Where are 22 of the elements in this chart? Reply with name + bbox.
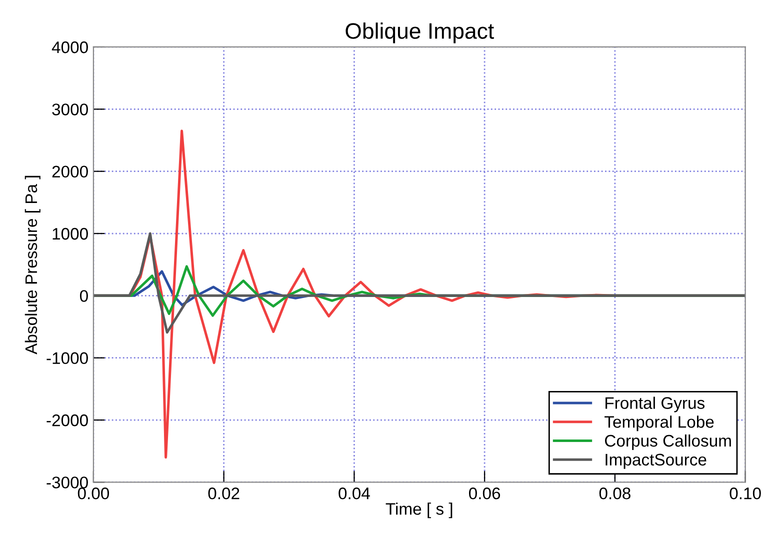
legend-label: Temporal Lobe <box>604 416 714 432</box>
y-tick-label: 4000 <box>52 41 88 54</box>
y-tick-label: 2000 <box>52 166 88 178</box>
y-tick-label: 3000 <box>52 104 88 116</box>
legend-label: Corpus Callosum <box>605 434 731 450</box>
x-tick-label: 0.00 <box>78 488 110 500</box>
x-axis-title: Time [ s ] <box>386 502 452 518</box>
line-series <box>93 232 746 334</box>
x-tick-label: 0.08 <box>599 488 630 500</box>
y-tick-label: -1000 <box>46 352 88 364</box>
y-tick-label: -3000 <box>46 476 88 488</box>
x-tick-label: 0.10 <box>730 488 761 500</box>
x-tick-label: 0.06 <box>469 488 500 500</box>
x-tick-label: 0.04 <box>338 488 370 500</box>
y-tick-label: 1000 <box>52 228 88 240</box>
chart-title: Oblique Impact <box>346 22 494 44</box>
y-tick-label: 0 <box>80 290 88 302</box>
y-axis-title: Absolute Pressure [ Pa ] <box>24 176 40 354</box>
legend-label: ImpactSource <box>606 454 706 469</box>
x-tick-label: 0.02 <box>208 488 240 500</box>
legend-label: Frontal Gyrus <box>606 396 705 412</box>
y-tick-label: -2000 <box>46 414 88 426</box>
